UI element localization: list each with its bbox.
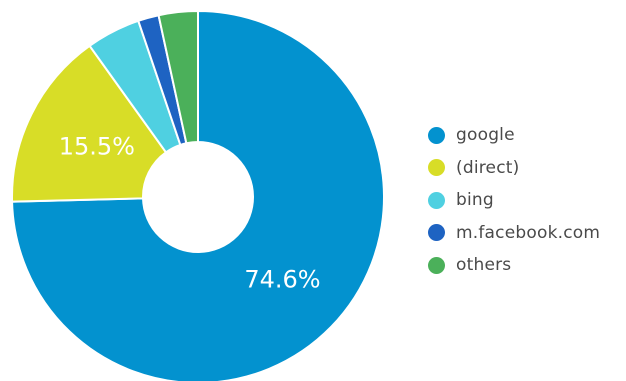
legend-label-bing: bing [456, 190, 494, 211]
slice-google[interactable] [11, 9, 385, 381]
slice-direct[interactable] [11, 44, 168, 203]
legend-label-google: google [456, 125, 515, 146]
legend-swatch-m-facebook-com [428, 224, 445, 242]
legend-item-others[interactable]: others [428, 249, 600, 282]
legend-swatch-bing [428, 191, 445, 209]
slice-others[interactable] [157, 9, 199, 145]
chart-legend: google (direct) bing m.facebook.com othe… [428, 119, 600, 282]
legend-swatch-direct [428, 159, 445, 177]
legend-swatch-others [428, 256, 445, 274]
legend-item-direct[interactable]: (direct) [428, 152, 600, 185]
legend-item-google[interactable]: google [428, 119, 600, 152]
data-label-google: 74.6% [244, 265, 320, 293]
legend-swatch-google [428, 126, 445, 144]
data-label-direct: 15.5% [59, 133, 135, 161]
legend-item-m-facebook-com[interactable]: m.facebook.com [428, 217, 600, 250]
legend-label-m-facebook-com: m.facebook.com [456, 222, 601, 243]
legend-label-direct: (direct) [456, 157, 520, 178]
legend-item-bing[interactable]: bing [428, 184, 600, 217]
legend-label-others: others [456, 255, 512, 276]
